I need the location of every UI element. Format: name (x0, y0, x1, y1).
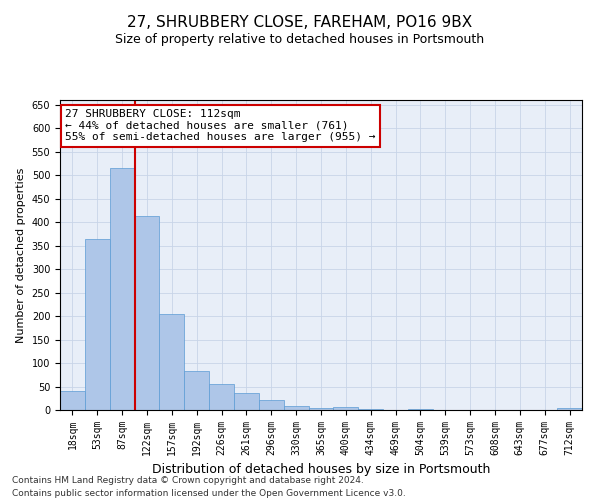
Bar (234, 392, 259, 410)
X-axis label: Distribution of detached houses by size in Portsmouth: Distribution of detached houses by size … (152, 464, 490, 476)
Bar (259, 400, 284, 410)
Text: Contains public sector information licensed under the Open Government Licence v3: Contains public sector information licen… (12, 488, 406, 498)
Bar (110, 168, 134, 410)
Bar (60, 391, 85, 410)
Bar (408, 409, 433, 410)
Bar (308, 408, 334, 410)
Text: 27, SHRUBBERY CLOSE, FAREHAM, PO16 9BX: 27, SHRUBBERY CLOSE, FAREHAM, PO16 9BX (127, 15, 473, 30)
Bar (85, 238, 110, 410)
Text: 27 SHRUBBERY CLOSE: 112sqm
← 44% of detached houses are smaller (761)
55% of sem: 27 SHRUBBERY CLOSE: 112sqm ← 44% of deta… (65, 110, 376, 142)
Bar (557, 408, 582, 410)
Bar (358, 409, 383, 410)
Bar (160, 314, 184, 410)
Y-axis label: Number of detached properties: Number of detached properties (16, 168, 26, 342)
Text: Contains HM Land Registry data © Crown copyright and database right 2024.: Contains HM Land Registry data © Crown c… (12, 476, 364, 485)
Bar (134, 216, 160, 410)
Bar (184, 372, 209, 410)
Bar (284, 406, 308, 410)
Text: Size of property relative to detached houses in Portsmouth: Size of property relative to detached ho… (115, 32, 485, 46)
Bar (209, 384, 234, 410)
Bar (334, 407, 358, 410)
